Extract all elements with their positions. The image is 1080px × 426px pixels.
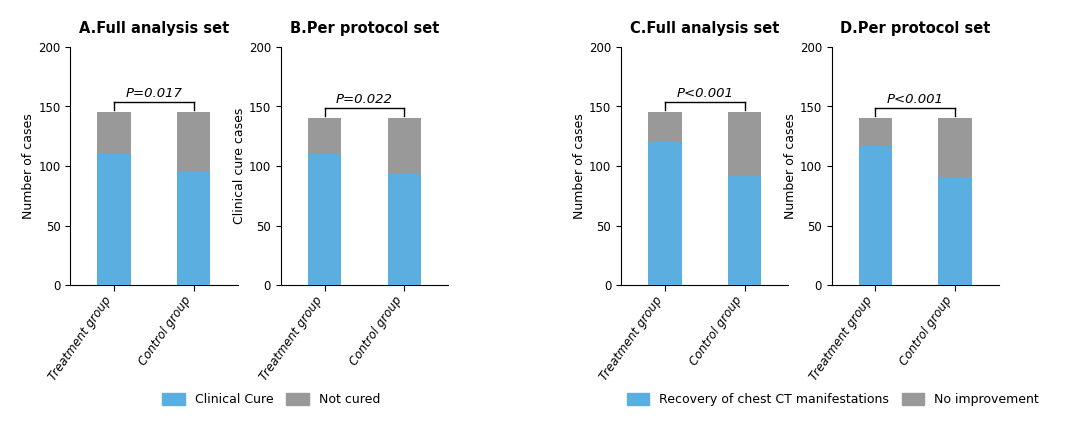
Bar [308,118,341,154]
Bar [388,118,421,175]
Bar [97,154,131,285]
Bar [308,154,341,285]
Bar [97,112,131,154]
Text: P=0.017: P=0.017 [125,87,183,100]
Bar [177,172,211,285]
Bar [728,176,761,285]
Bar [859,118,892,146]
Text: P<0.001: P<0.001 [676,87,733,100]
Bar [648,112,681,142]
Bar [939,177,972,285]
Title: B.Per protocol set: B.Per protocol set [289,21,440,36]
Y-axis label: Clinical cure cases: Clinical cure cases [233,108,246,225]
Title: D.Per protocol set: D.Per protocol set [840,21,990,36]
Title: A.Full analysis set: A.Full analysis set [79,21,229,36]
Y-axis label: Number of cases: Number of cases [23,113,36,219]
Legend: Recovery of chest CT manifestations, No improvement: Recovery of chest CT manifestations, No … [622,388,1044,411]
Title: C.Full analysis set: C.Full analysis set [630,21,780,36]
Text: P<0.001: P<0.001 [887,93,944,106]
Legend: Clinical Cure, Not cured: Clinical Cure, Not cured [158,388,384,411]
Bar [939,118,972,177]
Bar [177,112,211,172]
Bar [648,142,681,285]
Bar [388,175,421,285]
Y-axis label: Number of cases: Number of cases [784,113,797,219]
Bar [859,146,892,285]
Text: P=0.022: P=0.022 [336,93,393,106]
Y-axis label: Number of cases: Number of cases [573,113,586,219]
Bar [728,112,761,176]
